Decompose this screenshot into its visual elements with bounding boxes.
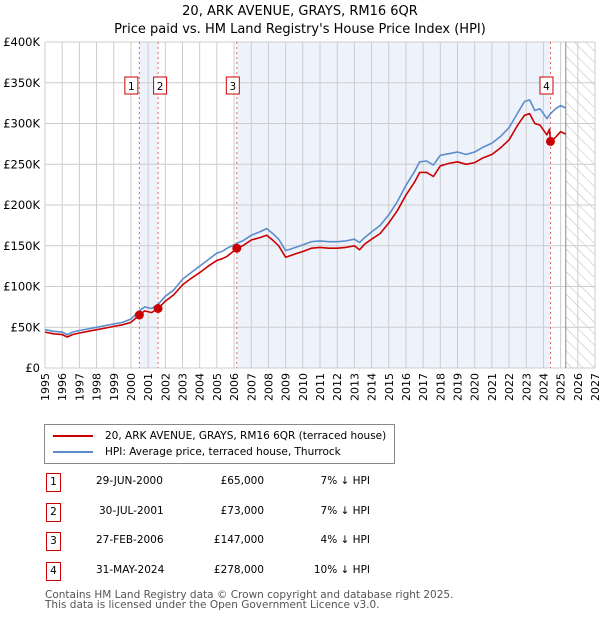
legend-swatch-property [53, 435, 93, 437]
sale-badge: 3 [225, 76, 240, 95]
legend: 20, ARK AVENUE, GRAYS, RM16 6QR (terrace… [44, 424, 395, 464]
sale-price: £278,000 [213, 564, 264, 576]
sale-badge-box [124, 76, 139, 95]
sale-badge-box [225, 76, 240, 95]
x-tick-label: 2009 [280, 373, 293, 401]
sale-badge-box [539, 76, 554, 95]
x-tick-label: 2007 [245, 373, 258, 401]
y-tick-label: £350K [3, 76, 40, 90]
y-tick-label: £50K [11, 320, 41, 334]
y-tick-label: £300K [3, 117, 40, 131]
x-tick-label: 2019 [452, 373, 465, 401]
table-row: 2 30-JUL-2001 £73,000 7% ↓ HPI [44, 503, 404, 523]
x-tick-label: 2002 [159, 373, 172, 401]
x-tick-label: 2014 [366, 373, 379, 401]
table-row: 4 31-MAY-2024 £278,000 10% ↓ HPI [44, 562, 404, 582]
x-tick-label: 1998 [91, 373, 104, 401]
x-tick-label: 2015 [383, 373, 396, 401]
x-tick-label: 1995 [39, 373, 52, 401]
sale-date: 27-FEB-2006 [96, 534, 164, 546]
price-chart: £0 £50K £100K £150K £200K £250K £300K £350K £400… [3, 35, 600, 401]
sale-number-badge: 4 [46, 562, 61, 581]
sale-badge: 2 [153, 76, 168, 95]
sale-point [134, 310, 144, 320]
x-tick-label: 2005 [211, 373, 224, 401]
table-row: 1 29-JUN-2000 £65,000 7% ↓ HPI [44, 473, 404, 493]
x-tick-label: 1999 [108, 373, 121, 401]
x-tick-label: 2024 [537, 373, 550, 401]
x-tick-label: 2017 [417, 373, 430, 401]
x-tick-label: 2025 [555, 373, 568, 401]
y-tick-label: £100K [3, 280, 40, 294]
sale-price: £73,000 [220, 505, 264, 517]
sale-badge-label: 2 [157, 81, 164, 93]
sale-number-badge: 3 [46, 532, 61, 551]
x-tick-label: 2018 [434, 373, 447, 401]
sale-point [232, 243, 242, 253]
footer: Contains HM Land Registry data © Crown c… [45, 589, 454, 611]
sale-badge-label: 1 [128, 81, 135, 93]
footer-licence: This data is licensed under the Open Gov… [45, 599, 380, 611]
sale-date: 30-JUL-2001 [99, 505, 164, 517]
legend-swatch-hpi [53, 451, 93, 453]
x-tick-label: 2000 [125, 373, 138, 401]
sale-hpi-diff: 4% ↓ HPI [320, 534, 370, 546]
x-tick-label: 2001 [142, 373, 155, 401]
x-tick-label: 2004 [194, 373, 207, 401]
sale-badge: 4 [539, 76, 554, 95]
x-tick-label: 2008 [262, 373, 275, 401]
x-tick-label: 2026 [572, 373, 585, 401]
y-tick-label: £0 [25, 361, 40, 375]
x-tick-label: 2003 [177, 373, 190, 401]
chart-subtitle: Price paid vs. HM Land Registry's House … [114, 22, 486, 37]
sale-price: £65,000 [220, 475, 264, 487]
x-tick-label: 2013 [348, 373, 361, 401]
sale-price: £147,000 [213, 534, 264, 546]
x-tick-label: 2010 [297, 373, 310, 401]
sale-point [153, 304, 163, 314]
chart-title: 20, ARK AVENUE, GRAYS, RM16 6QR [182, 4, 418, 19]
legend-item-property: 20, ARK AVENUE, GRAYS, RM16 6QR (terrace… [53, 428, 386, 444]
sale-badge-label: 3 [229, 81, 236, 93]
x-tick-label: 1996 [56, 373, 69, 401]
sale-hpi-diff: 10% ↓ HPI [313, 564, 370, 576]
sale-hpi-diff: 7% ↓ HPI [320, 475, 370, 487]
y-tick-label: £250K [3, 157, 40, 171]
sale-date: 31-MAY-2024 [96, 564, 165, 576]
legend-label-hpi: HPI: Average price, terraced house, Thur… [105, 446, 341, 458]
x-tick-label: 2023 [520, 373, 533, 401]
sale-date: 29-JUN-2000 [96, 475, 163, 487]
table-row: 3 27-FEB-2006 £147,000 4% ↓ HPI [44, 532, 404, 552]
sale-point [545, 136, 555, 146]
x-tick-label: 2016 [400, 373, 413, 401]
x-tick-label: 2022 [503, 373, 516, 401]
legend-label-property: 20, ARK AVENUE, GRAYS, RM16 6QR (terrace… [105, 430, 387, 442]
y-tick-label: £150K [3, 239, 40, 253]
x-tick-label: 2006 [228, 373, 241, 401]
footer-copyright: Contains HM Land Registry data © Crown c… [45, 589, 454, 601]
y-tick-label: £200K [3, 198, 40, 212]
x-tick-label: 2021 [486, 373, 499, 401]
x-tick-label: 2027 [589, 373, 600, 401]
sale-hpi-diff: 7% ↓ HPI [320, 505, 370, 517]
sale-number-badge: 2 [46, 503, 61, 522]
sale-badge-box [153, 76, 168, 95]
x-tick-label: 1997 [73, 373, 86, 401]
x-tick-label: 2020 [469, 373, 482, 401]
x-tick-label: 2011 [314, 373, 327, 401]
y-tick-label: £400K [3, 35, 40, 49]
x-tick-label: 2012 [331, 373, 344, 401]
sale-badge-label: 4 [543, 81, 550, 93]
legend-item-hpi: HPI: Average price, terraced house, Thur… [53, 444, 341, 460]
sale-badge: 1 [124, 76, 139, 95]
sale-number-badge: 1 [46, 473, 61, 492]
